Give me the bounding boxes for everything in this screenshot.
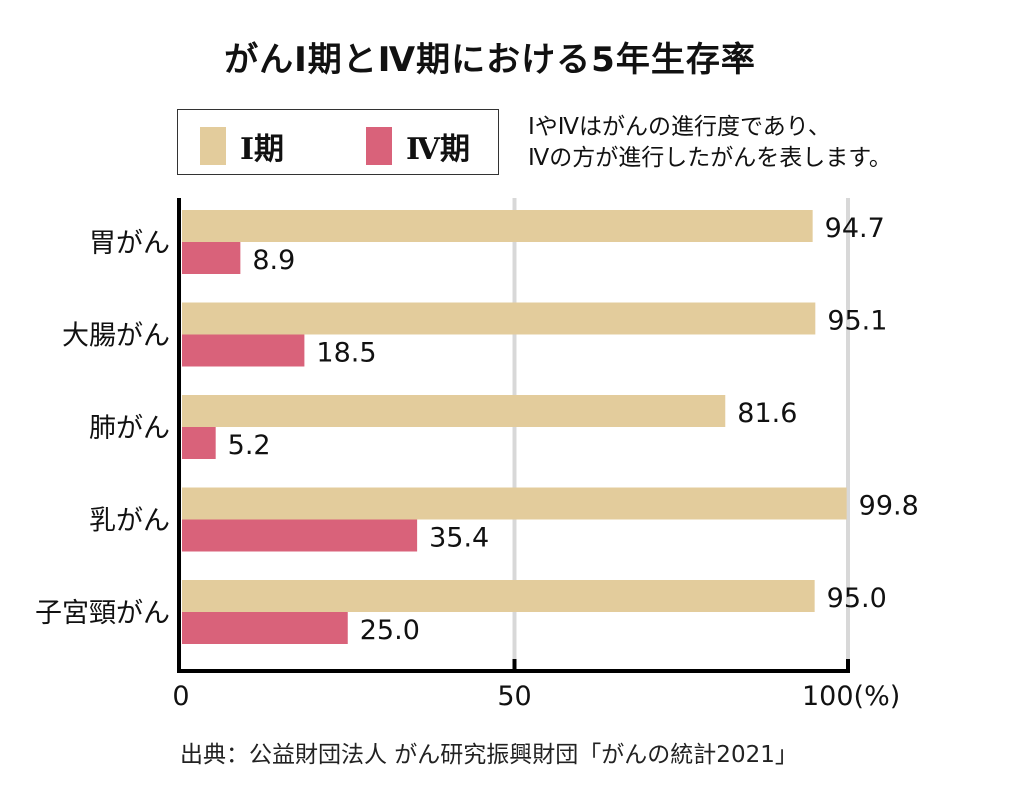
legend-label-stage1: Ⅰ期 [240,132,285,167]
category-label-1: 大腸がん [62,321,170,352]
legend-swatch-stage4 [366,127,392,165]
value-label-stage1-3: 99.8 [859,491,919,522]
x-tick-label-50: 50 [497,681,531,712]
value-label-stage4-4: 25.0 [360,615,420,646]
explanatory-note: ⅠやⅣはがんの進行度であり、 Ⅳの方が進行したがんを表します。 [528,112,892,174]
legend-label-stage4: Ⅳ期 [406,132,471,167]
value-label-stage1-4: 95.0 [827,583,887,614]
value-label-stage4-2: 5.2 [228,430,271,461]
note-line-2: Ⅳの方が進行したがんを表します。 [528,145,892,171]
bar-stage4-2 [182,427,216,459]
legend-item-stage4: Ⅳ期 [366,124,470,168]
bar-stage1-3 [182,487,847,520]
bar-stage4-3 [182,519,418,552]
chart-title: がんⅠ期とⅣ期における5年生存率 [224,40,756,80]
bar-stage4-1 [182,334,305,367]
bar-stage1-0 [182,210,813,242]
legend-swatch-stage1 [200,127,226,165]
bar-stage1-2 [182,395,726,427]
value-label-stage4-0: 8.9 [252,245,295,276]
bar-stage4-0 [182,242,241,274]
bar-stage4-4 [182,612,348,644]
category-label-2: 肺がん [89,413,170,444]
category-label-4: 子宮頸がん [35,598,170,629]
value-label-stage4-1: 18.5 [316,338,376,369]
value-label-stage1-1: 95.1 [827,306,887,337]
category-label-3: 乳がん [89,506,170,537]
bar-stage1-1 [182,302,816,335]
source-citation: 出典：公益財団法人 がん研究振興財団「がんの統計2021」 [180,742,798,768]
value-label-stage1-2: 81.6 [737,398,797,429]
legend-item-stage1: Ⅰ期 [200,124,284,168]
category-label-0: 胃がん [89,228,170,259]
x-tick-label-100: 100(%) [802,681,900,712]
legend: Ⅰ期 Ⅳ期 [177,109,499,175]
x-tick-label-0: 0 [172,681,189,712]
bar-stage1-4 [182,580,815,612]
note-line-1: ⅠやⅣはがんの進行度であり、 [528,114,831,140]
value-label-stage4-3: 35.4 [429,523,489,554]
value-label-stage1-0: 94.7 [825,213,885,244]
